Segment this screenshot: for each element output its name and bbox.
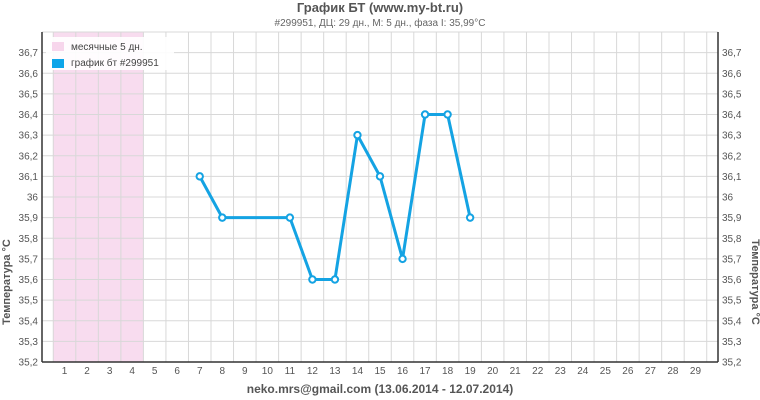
- data-point: [443, 110, 452, 119]
- legend-swatch-menses: [52, 42, 64, 51]
- x-tick-label: 18: [442, 366, 454, 377]
- y-tick-label-left: 35,9: [19, 213, 39, 224]
- x-tick-label: 6: [174, 366, 180, 377]
- y-tick-label-left: 35,8: [19, 234, 39, 245]
- y-tick-label-left: 36,7: [19, 48, 39, 59]
- x-tick-label: 25: [600, 366, 612, 377]
- x-tick-label: 5: [152, 366, 158, 377]
- x-tick-label: 4: [129, 366, 135, 377]
- x-tick-label: 3: [107, 366, 113, 377]
- chart-title: График БТ (www.my-bt.ru): [297, 0, 463, 15]
- y-tick-label-left: 36,2: [19, 151, 39, 162]
- y-tick-label-right: 36,6: [722, 69, 742, 80]
- y-tick-label-right: 36,7: [722, 48, 742, 59]
- x-tick-label: 1: [62, 366, 68, 377]
- data-point: [195, 172, 204, 181]
- x-tick-label: 17: [420, 366, 432, 377]
- x-tick-label: 9: [242, 366, 248, 377]
- y-tick-label-left: 35,3: [19, 337, 39, 348]
- x-tick-label: 22: [532, 366, 544, 377]
- y-tick-label-right: 35,7: [722, 254, 742, 265]
- y-tick-label-left: 35,6: [19, 275, 39, 286]
- y-tick-label-left: 36,5: [19, 89, 39, 100]
- y-tick-label-left: 36,6: [19, 69, 39, 80]
- x-tick-label: 24: [577, 366, 589, 377]
- y-tick-label-right: 36,2: [722, 151, 742, 162]
- y-tick-label-right: 36,5: [722, 89, 742, 100]
- data-point: [285, 213, 295, 222]
- legend-label-menses: месячные 5 дн.: [71, 42, 143, 53]
- y-tick-label-right: 36: [722, 193, 734, 204]
- y-axis-label-left: Температура °С: [1, 239, 13, 325]
- y-tick-label-left: 36,4: [19, 110, 39, 121]
- x-tick-label: 23: [555, 366, 567, 377]
- data-point: [218, 213, 227, 222]
- y-tick-label-right: 36,4: [722, 110, 742, 121]
- y-tick-label-left: 36,1: [19, 172, 39, 183]
- legend: месячные 5 дн. график бт #299951: [46, 37, 174, 70]
- x-tick-label: 2: [84, 366, 90, 377]
- x-tick-label: 13: [329, 366, 341, 377]
- x-tick-label: 11: [285, 366, 296, 377]
- x-tick-label: 14: [352, 366, 364, 377]
- data-point: [330, 275, 340, 284]
- y-tick-label-right: 35,8: [722, 234, 742, 245]
- x-tick-label: 27: [645, 366, 657, 377]
- y-tick-label-left: 35,4: [19, 316, 39, 327]
- y-tick-label-left: 35,7: [19, 254, 39, 265]
- x-tick-label: 8: [219, 366, 225, 377]
- x-tick-label: 7: [197, 366, 203, 377]
- y-tick-label-left: 35,2: [19, 358, 39, 369]
- y-axis-label-right: Температура °С: [749, 239, 760, 325]
- data-point: [420, 110, 430, 119]
- data-point: [465, 213, 475, 222]
- legend-swatch-bbt: [52, 59, 64, 68]
- y-tick-label-right: 36,3: [722, 131, 742, 142]
- data-point: [353, 130, 362, 140]
- data-point: [398, 254, 407, 264]
- x-tick-label: 29: [690, 366, 702, 377]
- x-tick-label: 19: [465, 366, 477, 377]
- x-tick-label: 21: [510, 366, 522, 377]
- y-tick-label-left: 36,3: [19, 131, 39, 142]
- y-tick-label-right: 35,2: [722, 358, 742, 369]
- x-tick-label: 26: [622, 366, 634, 377]
- y-tick-label-left: 35,5: [19, 296, 39, 307]
- x-axis-label: neko.mrs@gmail.com (13.06.2014 - 12.07.2…: [247, 382, 514, 396]
- y-tick-label-right: 35,3: [722, 337, 742, 348]
- y-tick-label-right: 35,6: [722, 275, 742, 286]
- y-tick-label-right: 35,9: [722, 213, 742, 224]
- x-tick-label: 16: [397, 366, 409, 377]
- x-tick-label: 12: [307, 366, 319, 377]
- chart-subtitle: #299951, ДЦ: 29 дн., М: 5 дн., фаза I: 3…: [275, 17, 486, 29]
- data-point: [308, 275, 317, 284]
- legend-label-bbt: график бт #299951: [71, 57, 159, 69]
- y-tick-label-right: 35,5: [722, 296, 742, 307]
- y-tick-label-left: 36: [27, 193, 39, 204]
- y-tick-label-right: 36,1: [722, 172, 742, 183]
- y-tick-label-right: 35,4: [722, 316, 742, 327]
- x-tick-label: 28: [667, 366, 679, 377]
- x-tick-label: 10: [262, 366, 274, 377]
- data-point: [375, 172, 385, 181]
- x-tick-label: 15: [374, 366, 386, 377]
- legend-box: [46, 37, 174, 70]
- x-tick-label: 20: [487, 366, 499, 377]
